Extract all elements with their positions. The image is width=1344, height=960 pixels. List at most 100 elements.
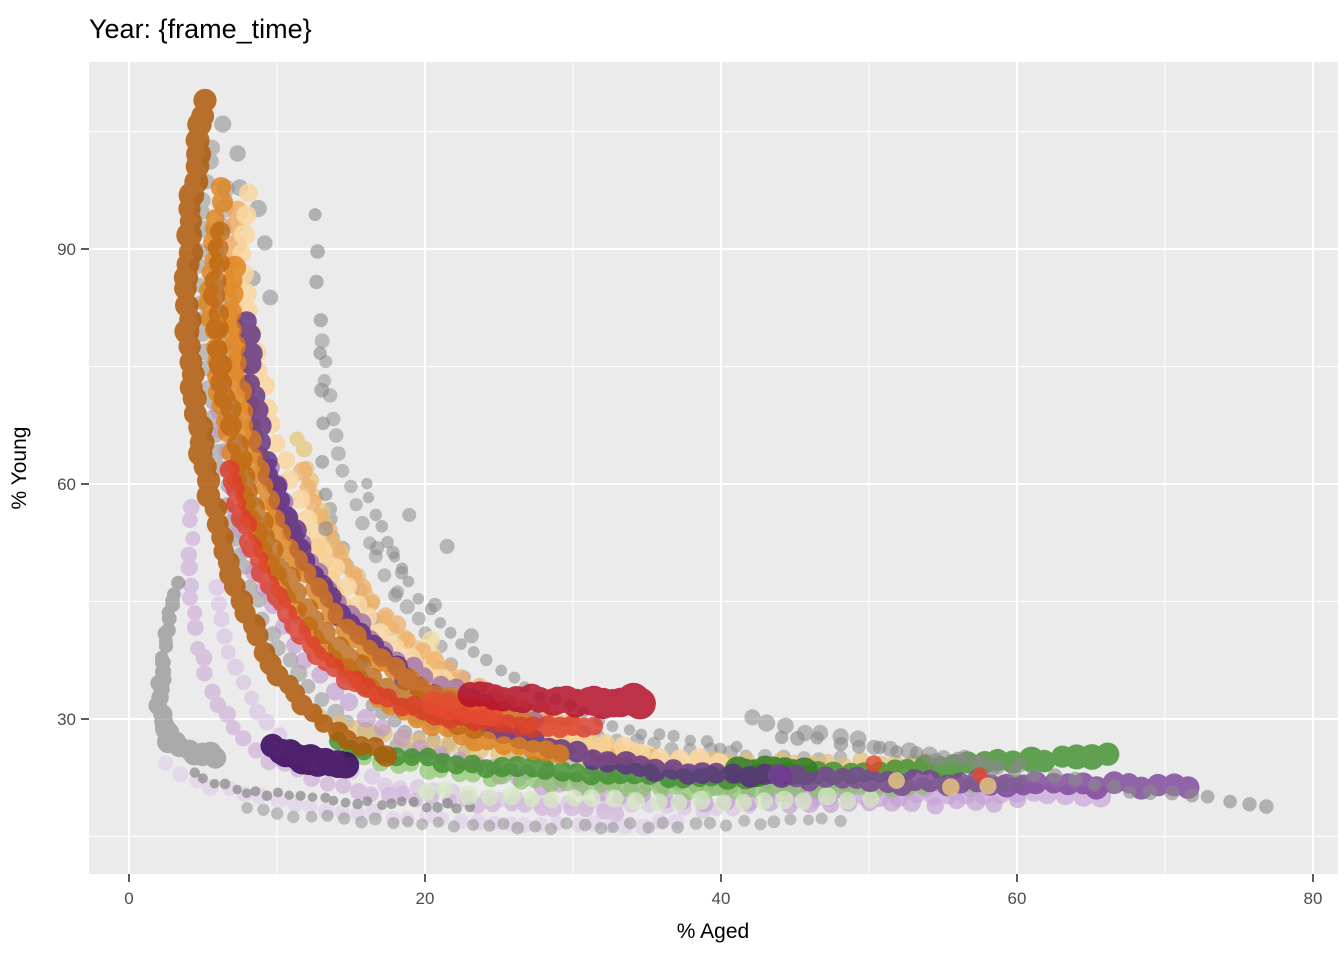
axis-tick-marks bbox=[81, 248, 1314, 882]
data-point bbox=[506, 755, 528, 778]
data-point bbox=[310, 244, 325, 259]
data-point bbox=[411, 611, 426, 626]
data-point bbox=[369, 541, 384, 556]
data-point bbox=[656, 816, 670, 830]
data-point bbox=[356, 708, 376, 728]
data-point bbox=[233, 224, 255, 246]
data-point bbox=[635, 728, 647, 741]
data-point bbox=[974, 754, 991, 770]
data-point bbox=[388, 588, 403, 603]
data-point bbox=[158, 639, 174, 654]
data-point bbox=[185, 531, 201, 547]
data-point bbox=[276, 451, 296, 470]
data-point bbox=[214, 115, 232, 133]
data-point bbox=[794, 792, 813, 810]
data-point bbox=[434, 617, 446, 629]
data-point bbox=[649, 793, 668, 811]
data-point bbox=[157, 755, 173, 771]
data-point bbox=[171, 575, 186, 591]
data-point bbox=[972, 767, 988, 783]
series-stray-red bbox=[865, 755, 988, 783]
data-point bbox=[369, 508, 382, 522]
data-point bbox=[653, 728, 666, 741]
data-point bbox=[377, 777, 393, 794]
data-point bbox=[1184, 788, 1200, 803]
data-point bbox=[626, 792, 645, 811]
data-point bbox=[257, 803, 270, 816]
data-point bbox=[523, 790, 541, 808]
data-point bbox=[667, 729, 680, 743]
data-point bbox=[377, 568, 392, 583]
data-point bbox=[689, 817, 703, 830]
data-point bbox=[566, 740, 589, 763]
data-point bbox=[396, 796, 407, 807]
data-point bbox=[552, 761, 573, 782]
data-point bbox=[719, 819, 733, 832]
data-point bbox=[1047, 768, 1063, 784]
x-tick-label: 0 bbox=[124, 889, 133, 908]
data-point bbox=[544, 822, 558, 836]
data-point bbox=[767, 764, 789, 786]
series-pale-green-band bbox=[417, 781, 880, 812]
data-point bbox=[566, 789, 583, 807]
data-point bbox=[197, 773, 208, 784]
data-point bbox=[402, 507, 417, 522]
data-point bbox=[432, 816, 444, 828]
data-point bbox=[235, 730, 252, 747]
data-point bbox=[700, 735, 714, 748]
data-point bbox=[308, 208, 322, 222]
data-point bbox=[386, 798, 397, 810]
data-point bbox=[624, 724, 636, 736]
data-point bbox=[321, 809, 334, 822]
data-point bbox=[381, 535, 394, 549]
data-point bbox=[216, 628, 233, 645]
data-point bbox=[218, 705, 236, 723]
data-point bbox=[220, 414, 242, 437]
data-point bbox=[582, 789, 601, 807]
data-point bbox=[566, 763, 587, 783]
data-point bbox=[447, 820, 460, 833]
data-point bbox=[314, 714, 334, 733]
data-point bbox=[161, 611, 177, 626]
data-point bbox=[492, 756, 513, 778]
data-point bbox=[1096, 742, 1120, 766]
data-point bbox=[534, 758, 556, 780]
data-point bbox=[799, 771, 820, 792]
data-point bbox=[246, 624, 269, 647]
data-point bbox=[581, 765, 602, 786]
series-deep-purple-blob bbox=[260, 733, 360, 779]
x-tick-label: 20 bbox=[416, 889, 435, 908]
data-point bbox=[1142, 784, 1158, 801]
data-point bbox=[181, 589, 198, 606]
data-point bbox=[180, 559, 198, 577]
data-point bbox=[220, 644, 236, 660]
data-point bbox=[226, 480, 245, 499]
data-point bbox=[671, 821, 684, 834]
data-point bbox=[287, 810, 300, 824]
data-point bbox=[623, 817, 637, 830]
data-point bbox=[730, 740, 743, 753]
data-point bbox=[318, 521, 334, 537]
data-point bbox=[784, 813, 797, 826]
data-point bbox=[250, 786, 261, 797]
data-point bbox=[394, 566, 409, 580]
data-point bbox=[320, 792, 331, 803]
data-point bbox=[344, 479, 358, 494]
data-point bbox=[229, 145, 246, 162]
data-point bbox=[307, 792, 318, 802]
data-point bbox=[241, 788, 252, 798]
data-point bbox=[1164, 785, 1180, 801]
data-point bbox=[257, 235, 273, 251]
x-axis-title: % Aged bbox=[677, 920, 749, 943]
data-point bbox=[373, 719, 392, 737]
data-point bbox=[213, 611, 230, 628]
x-tick-label: 40 bbox=[712, 889, 731, 908]
data-point bbox=[508, 671, 521, 684]
data-point bbox=[284, 790, 294, 800]
data-point bbox=[642, 821, 655, 834]
data-point bbox=[936, 750, 952, 766]
data-point bbox=[866, 739, 882, 755]
data-point bbox=[362, 796, 373, 807]
data-point bbox=[386, 545, 400, 560]
